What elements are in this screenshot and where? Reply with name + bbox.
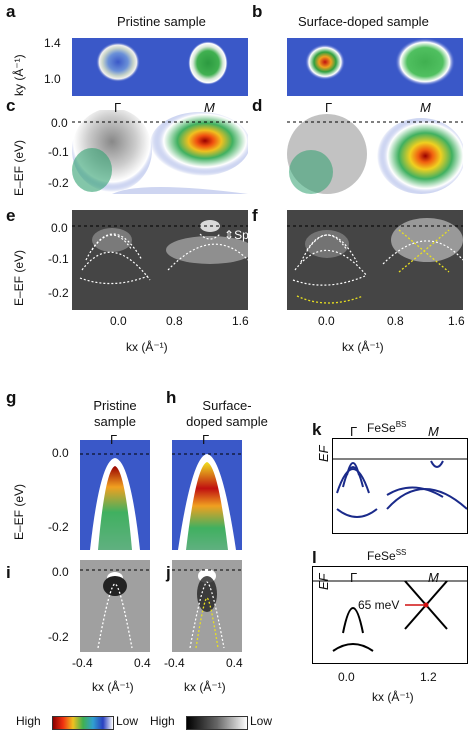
ef-label-l: EF [316,573,331,590]
m-label-k: M [428,424,439,439]
title-surface: Surface-doped sample [298,14,429,29]
panel-c-svg [72,108,250,194]
axis-kx-label-i: kx (Å⁻¹) [92,680,134,694]
panel-e-curvature [72,210,254,310]
panel-g-svg [80,453,150,550]
panel-i-curvature [80,560,150,652]
panel-label-a: a [6,2,16,21]
tick-kx-0-f: 0.0 [318,314,335,328]
axis-energy-label-ef: E–EF (eV) [12,249,26,306]
tick-kx-16-e: 1.6 [232,314,249,328]
axis-energy-label-cd: E–EF (eV) [12,139,26,196]
title-surface-h-1: Surface- [202,398,252,413]
gap-label: 65 meV [358,598,400,612]
gamma-label-c: Γ [114,100,122,115]
axis-kx-label-l: kx (Å⁻¹) [372,690,414,704]
panel-i-svg [80,569,150,649]
tick-kx-0-e: 0.0 [110,314,127,328]
colorbar-gray [186,716,248,730]
m-label-c: M [204,100,215,115]
panel-l-svg [313,580,467,652]
tick-e-02-g: -0.2 [48,520,69,534]
panel-b-svg [305,38,455,86]
panel-k-schematic [332,438,468,534]
axis-kx-label-j: kx (Å⁻¹) [184,680,226,694]
panel-label-b: b [252,2,263,21]
panel-label-e: e [6,206,16,225]
tick-kx-m04-i: -0.4 [72,656,93,670]
panel-g-arpes [80,440,150,550]
panel-label-d: d [252,96,263,115]
ef-label-k: EF [316,445,331,462]
colorbar-high-label: High [16,714,41,728]
title-surface-h-2: doped sample [186,414,268,429]
fese-bs-label: FeSeBS [367,420,407,435]
split-text: Split [234,228,258,242]
tick-kx-04-i: 0.4 [134,656,151,670]
tick-kx-12-l: 1.2 [420,670,437,684]
tick-e-0-e: 0.0 [51,221,68,235]
colorbar-high2-label: High [150,714,175,728]
gamma-label-l: Γ [350,570,358,585]
tick-e-0-i: 0.0 [52,565,69,579]
colorbar-low-label: Low [116,714,139,728]
tick-kx-16-f: 1.6 [448,314,465,328]
panel-e-svg [72,210,254,310]
panel-label-h: h [166,388,177,407]
gamma-label-g: Γ [110,432,118,447]
gamma-label-d: Γ [325,100,333,115]
panel-a-fermi-surface [72,38,248,96]
tick-e-01-c: -0.1 [48,145,69,159]
panel-label-f: f [252,206,258,225]
panel-label-k: k [312,420,322,439]
panel-b-fermi-surface [287,38,463,96]
panel-label-g: g [6,388,17,407]
panel-c-arpes [72,108,250,194]
tick-e-02-e: -0.2 [48,286,69,300]
m-label-d: M [420,100,431,115]
fese-ss-label: FeSeSS [367,548,407,563]
title-pristine-g-2: sample [94,414,136,429]
title-pristine: Pristine sample [117,14,206,29]
tick-ky-1-4-a: 1.4 [44,36,61,50]
panel-k-svg [333,458,468,518]
tick-e-0-g: 0.0 [52,446,69,460]
tick-kx-08-e: 0.8 [166,314,183,328]
panel-label-c: c [6,96,16,115]
tick-kx-m04-j: -0.4 [164,656,185,670]
axis-kx-label-f: kx (Å⁻¹) [342,340,384,354]
panel-label-i: i [6,563,11,582]
panel-a-svg [96,41,228,85]
tick-e-01-e: -0.1 [48,252,69,266]
split-label: ⇕Split [224,228,258,242]
tick-kx-04-j: 0.4 [226,656,243,670]
axis-kx-label-e: kx (Å⁻¹) [126,340,168,354]
panel-j-svg [172,569,242,649]
tick-kx-08-f: 0.8 [387,314,404,328]
gamma-label-k: Γ [350,424,358,439]
tick-e-0-c: 0.0 [51,116,68,130]
axis-energy-label-g: E–EF (eV) [12,483,26,540]
panel-h-arpes [172,440,242,550]
panel-f-curvature [287,210,464,310]
panel-d-svg [287,110,465,194]
tick-e-02-i: -0.2 [48,630,69,644]
panel-d-arpes [287,110,465,194]
panel-j-curvature [172,560,242,652]
panel-l-schematic [312,566,468,664]
panel-label-l: l [312,548,317,567]
colorbar-low2-label: Low [250,714,273,728]
axis-ky-label: ky (Å⁻¹) [12,54,26,96]
m-label-l: M [428,570,439,585]
panel-label-j: j [166,563,171,582]
tick-ky-1-0-a: 1.0 [44,72,61,86]
tick-e-02-c: -0.2 [48,176,69,190]
colorbar-color [52,716,114,730]
panel-f-svg [287,210,464,310]
tick-kx-0-l: 0.0 [338,670,355,684]
title-pristine-g-1: Pristine [93,398,137,413]
gamma-label-h: Γ [202,432,210,447]
panel-h-svg [172,453,242,550]
